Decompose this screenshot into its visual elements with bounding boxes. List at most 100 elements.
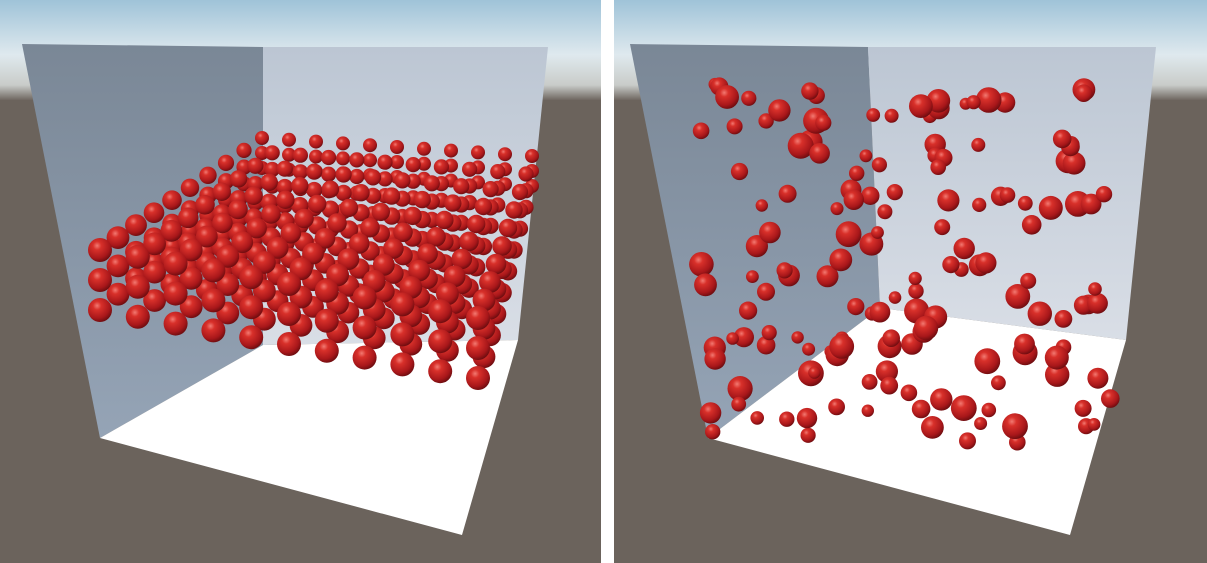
sphere xyxy=(413,190,431,209)
sphere xyxy=(199,166,217,184)
sphere xyxy=(314,308,339,333)
sphere xyxy=(453,178,470,195)
sphere xyxy=(383,238,404,259)
sphere xyxy=(212,182,231,201)
sphere xyxy=(277,272,301,296)
sphere xyxy=(349,152,365,168)
sphere xyxy=(246,217,267,239)
sphere xyxy=(689,251,714,277)
sphere xyxy=(999,187,1016,203)
sphere xyxy=(229,170,248,188)
sphere xyxy=(382,187,401,205)
sphere xyxy=(518,166,534,182)
sphere xyxy=(861,374,878,390)
sphere xyxy=(143,232,167,256)
sphere xyxy=(423,175,440,192)
sphere xyxy=(390,322,415,347)
sphere xyxy=(247,157,264,174)
sphere xyxy=(490,164,506,180)
sphere xyxy=(871,157,888,173)
sphere xyxy=(352,345,377,370)
sphere xyxy=(125,244,150,269)
sphere xyxy=(930,159,946,175)
sphere xyxy=(216,244,240,268)
sphere xyxy=(746,270,759,283)
sphere xyxy=(800,427,816,443)
sphere xyxy=(815,114,832,131)
sphere xyxy=(755,199,768,212)
sphere xyxy=(1044,345,1069,370)
sphere xyxy=(314,338,339,363)
sphere xyxy=(321,180,340,198)
sphere xyxy=(443,265,466,288)
sphere xyxy=(472,288,496,312)
sphere xyxy=(802,342,816,356)
sphere xyxy=(1074,399,1092,417)
sphere xyxy=(309,149,323,164)
sphere xyxy=(314,228,336,249)
sphere xyxy=(228,199,248,220)
sphere xyxy=(336,136,350,151)
sphere xyxy=(276,160,293,177)
sphere xyxy=(809,143,830,164)
sphere xyxy=(981,402,997,418)
sphere xyxy=(741,90,757,106)
sphere xyxy=(352,285,377,310)
sphere xyxy=(498,147,512,162)
sphere xyxy=(309,134,323,149)
sphere xyxy=(880,376,899,395)
sphere xyxy=(886,184,903,201)
sphere xyxy=(778,184,797,203)
sphere xyxy=(336,151,350,166)
sphere xyxy=(974,417,988,430)
sphere xyxy=(861,186,880,205)
sphere xyxy=(428,299,453,324)
sphere xyxy=(816,265,839,288)
sphere xyxy=(125,274,150,299)
sphere xyxy=(474,197,493,216)
sphere xyxy=(1005,284,1031,309)
sphere xyxy=(829,248,853,272)
sphere xyxy=(276,190,295,209)
sphere xyxy=(974,348,1001,375)
sphere xyxy=(163,281,188,306)
sphere xyxy=(921,416,944,439)
sphere xyxy=(750,411,764,425)
sphere xyxy=(308,194,327,214)
sphere xyxy=(909,94,933,118)
sphere xyxy=(264,161,280,178)
sphere xyxy=(1038,195,1063,220)
sphere xyxy=(106,282,130,306)
sphere xyxy=(255,131,269,145)
sphere xyxy=(306,163,323,180)
panel-right xyxy=(614,0,1207,563)
sphere xyxy=(482,181,499,198)
sphere xyxy=(364,169,382,186)
sphere-group xyxy=(689,77,1120,451)
sphere xyxy=(417,243,438,264)
sphere xyxy=(726,118,743,135)
sphere xyxy=(403,206,422,226)
panel-left xyxy=(0,0,601,563)
sphere xyxy=(260,173,278,191)
sphere xyxy=(950,395,977,421)
sphere xyxy=(759,221,781,244)
sphere xyxy=(327,213,347,233)
sphere xyxy=(1074,84,1093,102)
sphere xyxy=(236,142,252,158)
sphere xyxy=(280,222,302,244)
sphere xyxy=(937,189,960,212)
sphere xyxy=(160,219,183,242)
sphere xyxy=(704,348,726,370)
sphere xyxy=(1014,333,1035,355)
sphere xyxy=(466,336,490,360)
sphere xyxy=(195,195,215,215)
sphere xyxy=(900,384,918,402)
sphere xyxy=(417,141,431,156)
sphere xyxy=(466,306,490,330)
sphere xyxy=(163,251,188,276)
sphere xyxy=(239,265,264,290)
sphere xyxy=(913,315,939,341)
sphere xyxy=(302,242,324,265)
sphere xyxy=(776,262,793,279)
